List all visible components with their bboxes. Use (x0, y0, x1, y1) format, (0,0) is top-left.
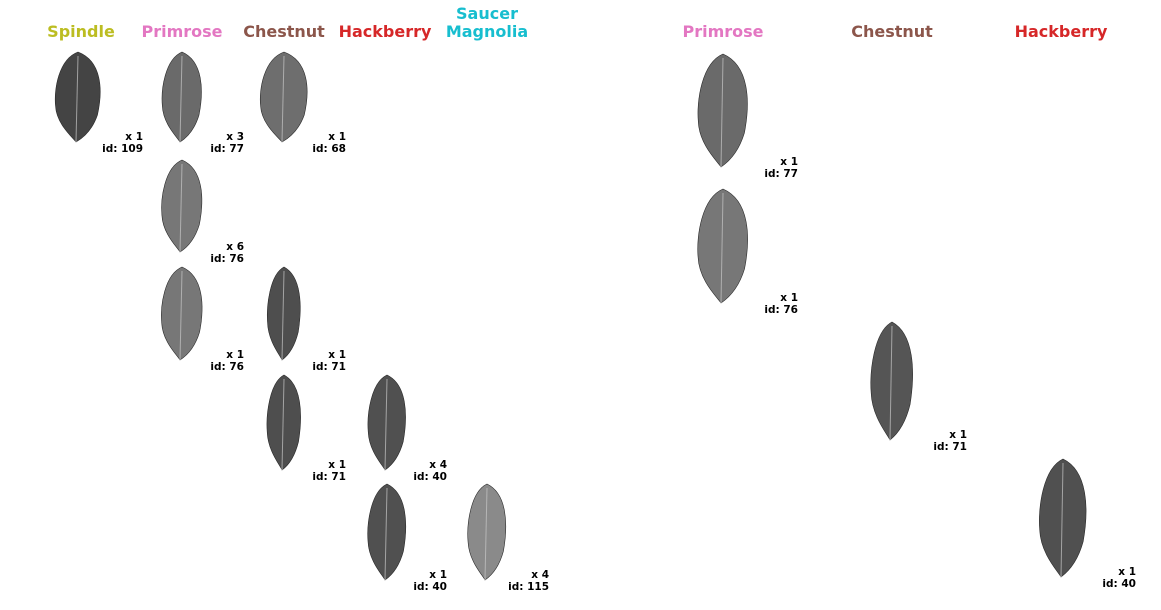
leaf-specimen: x 1id: 71 (266, 374, 346, 483)
column-title: Spindle (47, 22, 115, 41)
leaf-specimen: x 3id: 77 (161, 51, 244, 155)
id-label: id: 77 (210, 143, 244, 155)
id-label: id: 40 (1102, 578, 1136, 590)
id-label: id: 71 (312, 361, 346, 373)
id-label: id: 76 (210, 361, 244, 373)
id-label: id: 76 (210, 253, 244, 265)
left-panel: Spindle Primrose Chestnut Hackberry Saucer Ma… (47, 4, 549, 593)
leaf-specimen: x 4id: 40 (367, 374, 447, 483)
leaf-midrib (484, 487, 488, 581)
count-label: x 3 (226, 131, 244, 143)
leaf-specimen: x 1id: 68 (259, 51, 346, 155)
column-title: Chestnut (243, 22, 325, 41)
leaf-midrib (281, 270, 285, 361)
count-label: x 4 (429, 459, 447, 471)
column-title: Primrose (141, 22, 222, 41)
leaf-specimen: x 1id: 71 (267, 266, 346, 373)
leaf-midrib (384, 378, 388, 471)
id-label: id: 40 (413, 581, 447, 593)
leaf-specimen: x 1id: 40 (367, 483, 447, 593)
column-title: Chestnut (851, 22, 933, 41)
count-label: x 1 (949, 429, 967, 441)
id-label: id: 40 (413, 471, 447, 483)
column-title: Primrose (682, 22, 763, 41)
id-label: id: 76 (764, 304, 798, 316)
id-label: id: 68 (312, 143, 346, 155)
column-title: Saucer Magnolia (446, 4, 528, 41)
id-label: id: 109 (102, 143, 143, 155)
leaf-midrib (75, 55, 79, 143)
count-label: x 1 (1118, 566, 1136, 578)
leaf-midrib (720, 57, 724, 168)
count-label: x 1 (780, 156, 798, 168)
count-label: x 1 (328, 459, 346, 471)
count-label: x 1 (226, 349, 244, 361)
leaf-midrib (179, 270, 183, 361)
leaf-midrib (179, 55, 183, 143)
leaf-midrib (889, 325, 893, 441)
count-label: x 4 (531, 569, 549, 581)
leaf-midrib (281, 378, 285, 471)
count-label: x 1 (125, 131, 143, 143)
leaf-midrib (179, 163, 183, 253)
leaf-midrib (720, 192, 724, 304)
count-label: x 1 (429, 569, 447, 581)
count-label: x 6 (226, 241, 244, 253)
id-label: id: 115 (508, 581, 549, 593)
leaf-midrib (281, 55, 285, 143)
leaf-midrib (384, 487, 388, 581)
count-label: x 1 (328, 349, 346, 361)
leaf-specimen: x 6id: 76 (161, 159, 244, 265)
column-title: Hackberry (339, 22, 432, 41)
leaf-specimen: x 4id: 115 (467, 483, 549, 593)
id-label: id: 77 (764, 168, 798, 180)
leaf-specimen: x 1id: 109 (54, 51, 143, 155)
leaf-specimen: x 1id: 76 (161, 266, 244, 373)
id-label: id: 71 (312, 471, 346, 483)
count-label: x 1 (328, 131, 346, 143)
leaf-specimen: x 1id: 71 (870, 321, 967, 453)
leaf-specimen: x 1id: 77 (697, 53, 798, 180)
column-title: Hackberry (1015, 22, 1108, 41)
id-label: id: 71 (933, 441, 967, 453)
leaf-specimen: x 1id: 76 (697, 188, 798, 316)
leaf-midrib (1060, 462, 1064, 578)
leaf-specimen: x 1id: 40 (1039, 458, 1136, 590)
count-label: x 1 (780, 292, 798, 304)
